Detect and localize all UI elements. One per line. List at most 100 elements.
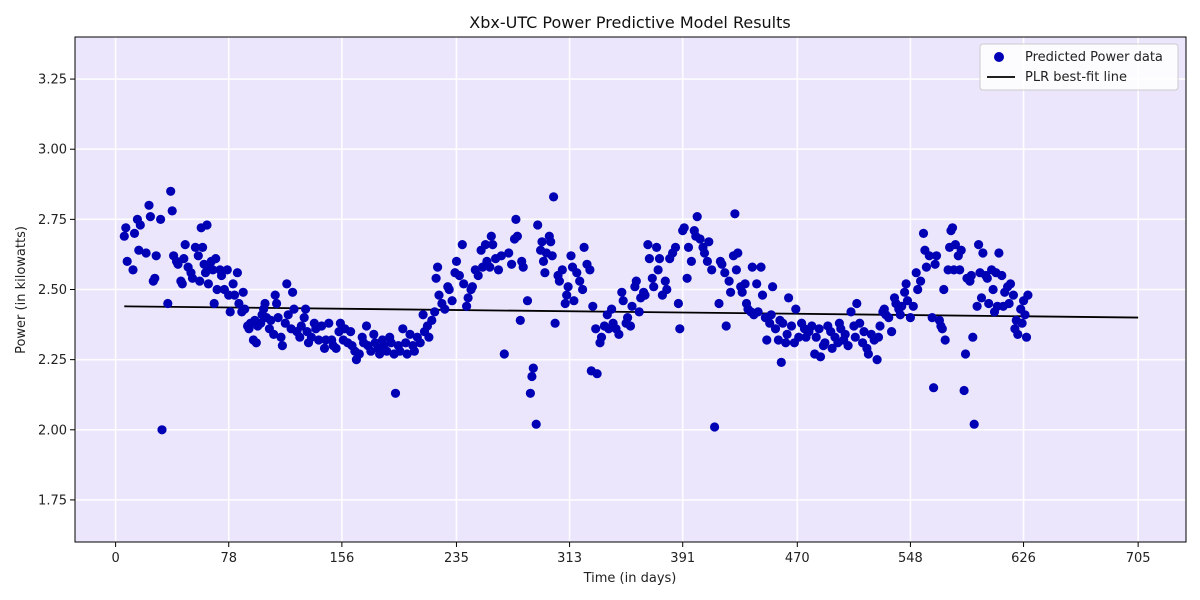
legend-marker-predicted bbox=[994, 52, 1004, 62]
data-point bbox=[418, 310, 428, 320]
data-point bbox=[717, 259, 727, 269]
data-point bbox=[905, 313, 916, 323]
data-point bbox=[585, 265, 595, 275]
data-point bbox=[887, 327, 897, 337]
y-tick-label: 3.00 bbox=[38, 143, 67, 158]
data-point bbox=[504, 248, 514, 258]
legend-label-predicted: Predicted Power data bbox=[1025, 50, 1163, 65]
data-point bbox=[843, 341, 853, 351]
y-tick-label: 2.75 bbox=[38, 213, 67, 228]
data-point bbox=[720, 268, 730, 278]
data-point bbox=[631, 276, 641, 286]
chart-title: Xbx-UTC Power Predictive Model Results bbox=[469, 13, 790, 32]
data-point bbox=[770, 324, 781, 334]
data-point bbox=[654, 254, 665, 264]
data-point bbox=[873, 332, 884, 342]
x-tick-label: 470 bbox=[785, 551, 810, 566]
data-point bbox=[902, 296, 913, 306]
data-point bbox=[366, 346, 376, 356]
data-point bbox=[733, 248, 743, 258]
data-point bbox=[1013, 329, 1023, 339]
data-point bbox=[306, 332, 316, 342]
data-point bbox=[488, 240, 498, 250]
data-point bbox=[794, 332, 804, 342]
data-point bbox=[295, 332, 305, 342]
data-point bbox=[901, 279, 911, 289]
data-point bbox=[937, 324, 947, 334]
data-point bbox=[546, 237, 556, 247]
data-point bbox=[895, 310, 905, 320]
data-point bbox=[511, 214, 521, 224]
data-point bbox=[982, 273, 992, 283]
data-point bbox=[462, 301, 472, 311]
data-point bbox=[959, 385, 969, 396]
data-point bbox=[276, 332, 286, 342]
data-point bbox=[815, 352, 826, 362]
data-point bbox=[331, 343, 341, 353]
data-point bbox=[173, 259, 183, 269]
x-tick-label: 235 bbox=[444, 551, 469, 566]
data-point bbox=[198, 242, 208, 252]
data-point bbox=[930, 259, 940, 269]
data-point bbox=[229, 290, 240, 300]
data-point bbox=[166, 186, 176, 196]
data-point bbox=[459, 279, 469, 289]
data-point bbox=[978, 248, 988, 258]
data-point bbox=[528, 363, 538, 373]
data-point bbox=[850, 332, 860, 342]
scatter-points bbox=[119, 186, 1033, 435]
data-point bbox=[507, 259, 517, 269]
data-point bbox=[354, 349, 364, 359]
data-point bbox=[766, 310, 776, 320]
x-axis-ticks: 0 78 156 235 313 391 470 548 626 705 bbox=[111, 542, 1151, 566]
data-point bbox=[778, 318, 788, 328]
data-point bbox=[752, 279, 762, 289]
data-point bbox=[710, 422, 720, 432]
data-point bbox=[144, 200, 154, 210]
data-point bbox=[150, 273, 160, 283]
data-point bbox=[592, 369, 602, 379]
data-point bbox=[757, 290, 768, 300]
data-point bbox=[209, 298, 219, 309]
y-tick-label: 3.25 bbox=[38, 73, 67, 88]
x-tick-label: 391 bbox=[670, 551, 695, 566]
data-point bbox=[682, 273, 692, 283]
data-point bbox=[260, 298, 270, 309]
data-point bbox=[427, 315, 437, 325]
data-point bbox=[415, 338, 425, 348]
data-point bbox=[846, 307, 856, 317]
data-point bbox=[195, 276, 205, 286]
data-point bbox=[863, 349, 874, 359]
data-point bbox=[969, 419, 979, 429]
data-point bbox=[566, 251, 576, 261]
data-point bbox=[454, 270, 464, 281]
data-point bbox=[269, 329, 279, 339]
data-point bbox=[647, 273, 657, 283]
data-point bbox=[747, 262, 757, 272]
data-point bbox=[814, 324, 824, 334]
data-point bbox=[467, 282, 477, 292]
data-point bbox=[179, 254, 189, 264]
data-point bbox=[256, 318, 266, 328]
data-point bbox=[122, 256, 132, 266]
data-point bbox=[473, 270, 483, 281]
data-point bbox=[1020, 310, 1030, 320]
data-point bbox=[897, 301, 907, 311]
data-point bbox=[756, 262, 766, 272]
data-point bbox=[563, 282, 573, 292]
data-point bbox=[134, 245, 144, 255]
data-point bbox=[518, 262, 528, 272]
data-point bbox=[496, 251, 506, 261]
data-point bbox=[634, 307, 644, 317]
data-point bbox=[781, 338, 791, 348]
data-point bbox=[375, 349, 385, 359]
data-point bbox=[405, 329, 415, 339]
y-tick-label: 2.50 bbox=[38, 283, 67, 298]
data-point bbox=[266, 315, 276, 325]
data-point bbox=[911, 268, 921, 278]
data-point bbox=[955, 265, 965, 275]
data-point bbox=[547, 251, 557, 261]
data-point bbox=[662, 284, 672, 295]
y-axis-label: Power (in kilowatts) bbox=[14, 226, 29, 354]
data-point bbox=[714, 298, 724, 309]
